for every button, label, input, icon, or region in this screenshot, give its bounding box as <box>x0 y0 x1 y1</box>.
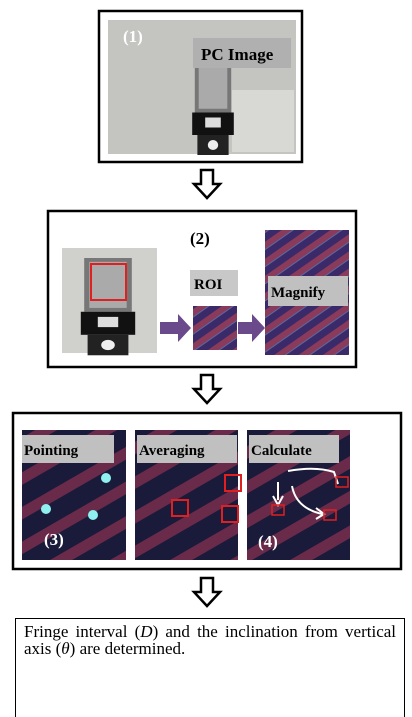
image-bg <box>232 90 294 152</box>
step-number: (2) <box>190 229 210 248</box>
diagram: (1) PC Image (2) ROI Magnify Pointing Av… <box>0 0 412 714</box>
point <box>101 473 111 483</box>
pointing-label: Pointing <box>24 443 79 459</box>
averaging-label: Averaging <box>139 443 205 459</box>
step-number: (3) <box>44 530 64 549</box>
point <box>41 504 51 514</box>
text: ) are determined. <box>70 639 186 658</box>
roi-image <box>193 306 237 350</box>
symbol: θ <box>61 639 69 658</box>
calculate-label: Calculate <box>251 443 312 459</box>
down-arrow <box>194 375 220 403</box>
caption: PC Image <box>201 45 274 64</box>
camera <box>192 60 234 155</box>
magnify-label: Magnify <box>271 285 326 301</box>
page: (1) PC Image (2) ROI Magnify Pointing Av… <box>0 0 412 714</box>
point <box>88 510 98 520</box>
down-arrow <box>194 578 220 606</box>
camera <box>81 258 135 355</box>
roi-label: ROI <box>194 277 223 293</box>
down-arrow <box>194 170 220 198</box>
result-text: Fringe interval (D) and the inclination … <box>15 618 405 717</box>
step-number: (1) <box>123 27 143 46</box>
step-number: (4) <box>258 532 278 551</box>
